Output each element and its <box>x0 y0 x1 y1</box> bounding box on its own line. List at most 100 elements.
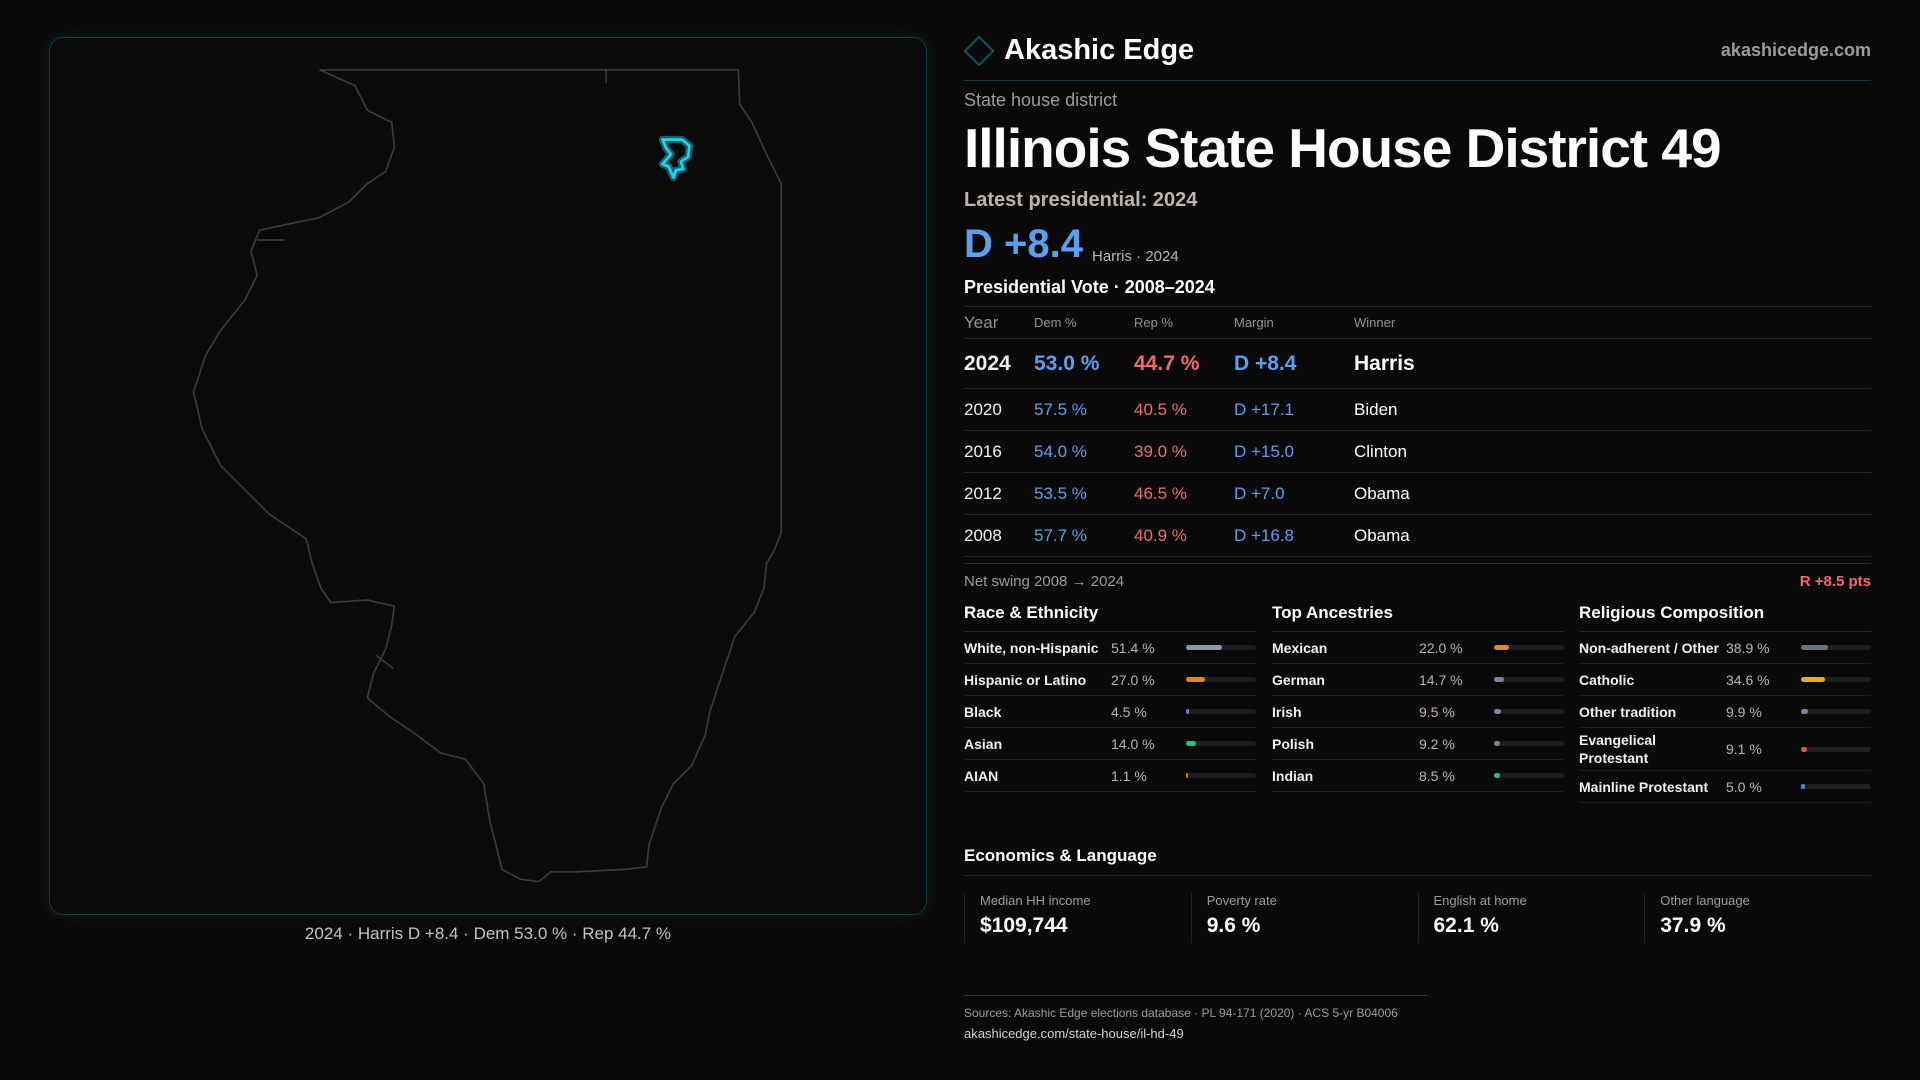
brand[interactable]: Akashic Edge <box>963 34 1194 67</box>
table-row[interactable]: 2016 54.0 % 39.0 % D +15.0 Clinton <box>964 431 1871 473</box>
ancestries-section: Top Ancestries Mexican 22.0 % German 14.7 % I… <box>1272 603 1564 792</box>
list-item: White, non-Hispanic 51.4 % <box>964 632 1256 664</box>
year-cell: 2012 <box>964 483 1002 503</box>
item-label: Polish <box>1272 735 1315 752</box>
sources: Sources: Akashic Edge elections database… <box>964 1006 1398 1020</box>
item-value: 4.5 % <box>1111 703 1147 720</box>
bar-track <box>1801 784 1871 789</box>
list-item: Mainline Protestant 5.0 % <box>1579 771 1871 803</box>
item-value: 14.7 % <box>1419 671 1463 688</box>
divider <box>964 563 1871 564</box>
table-row[interactable]: 2008 57.7 % 40.9 % D +16.8 Obama <box>964 515 1871 557</box>
religion-section: Religious Composition Non-adherent / Othe… <box>1579 603 1871 803</box>
stat-card: Poverty rate 9.6 % <box>1190 893 1418 943</box>
item-value: 9.9 % <box>1726 703 1762 720</box>
list-item: Non-adherent / Other 38.9 % <box>1579 632 1871 664</box>
list-item: AIAN 1.1 % <box>964 760 1256 792</box>
item-label: Mexican <box>1272 639 1328 656</box>
item-value: 38.9 % <box>1726 639 1770 656</box>
page-title: Illinois State House District 49 <box>964 117 1722 179</box>
table-row[interactable]: 2012 53.5 % 46.5 % D +7.0 Obama <box>964 473 1871 515</box>
item-label: Catholic <box>1579 671 1635 688</box>
stat-label: Other language <box>1660 893 1750 908</box>
column-header: Winner <box>1354 315 1396 330</box>
net-swing-value: R +8.5 pts <box>1799 573 1871 590</box>
rep-pct-cell: 39.0 % <box>1134 441 1187 461</box>
stat-card: English at home 62.1 % <box>1417 893 1645 943</box>
bar-fill <box>1801 784 1805 789</box>
stat-label: English at home <box>1433 893 1527 908</box>
list-item: Other tradition 9.9 % <box>1579 696 1871 728</box>
margin-cell: D +8.4 <box>1234 351 1297 375</box>
year-cell: 2008 <box>964 525 1002 545</box>
dem-pct-cell: 53.5 % <box>1034 483 1087 503</box>
bar-fill <box>1494 709 1501 714</box>
dem-pct-cell: 57.7 % <box>1034 525 1087 545</box>
dem-pct-cell: 53.0 % <box>1034 351 1100 375</box>
item-value: 22.0 % <box>1419 639 1463 656</box>
margin-cell: D +17.1 <box>1234 399 1295 419</box>
item-value: 14.0 % <box>1111 735 1155 752</box>
table-row[interactable]: 2020 57.5 % 40.5 % D +17.1 Biden <box>964 389 1871 431</box>
divider <box>964 80 1871 81</box>
winner-cell: Obama <box>1354 525 1410 545</box>
list-item: Polish 9.2 % <box>1272 728 1564 760</box>
bar-track <box>1801 746 1871 752</box>
item-label: Other tradition <box>1579 703 1677 720</box>
item-label: German <box>1272 671 1325 688</box>
section-title: Race & Ethnicity <box>964 603 1256 632</box>
column-header: Margin <box>1234 315 1274 330</box>
item-label: Evangelical Protestant <box>1579 732 1657 766</box>
bar-track <box>1186 773 1256 778</box>
bar-track <box>1494 645 1564 650</box>
race-ethnicity-section: Race & Ethnicity White, non-Hispanic 51.4 … <box>964 603 1256 792</box>
column-header: Year <box>964 312 999 332</box>
stat-card: Median HH income $109,744 <box>964 893 1191 943</box>
margin-cell: D +7.0 <box>1234 483 1285 503</box>
item-label: White, non-Hispanic <box>964 639 1099 656</box>
economics-cards: Median HH income $109,744 Poverty rate 9.6 … <box>964 893 1871 943</box>
margin-cell: D +16.8 <box>1234 525 1295 545</box>
list-item: Evangelical Protestant 9.1 % <box>1579 728 1871 771</box>
bar-track <box>1494 677 1564 682</box>
stat-label: Median HH income <box>980 893 1091 908</box>
list-item: Irish 9.5 % <box>1272 696 1564 728</box>
item-label: Irish <box>1272 703 1302 720</box>
bar-fill <box>1801 645 1829 650</box>
bar-track <box>1494 741 1564 746</box>
table-header-row: Year Dem % Rep % Margin Winner <box>964 307 1871 339</box>
stat-label: Poverty rate <box>1206 893 1277 908</box>
bar-fill <box>1186 709 1190 714</box>
net-swing-label: Net swing 2008 → 2024 <box>964 573 1125 590</box>
item-label: Hispanic or Latino <box>964 671 1087 688</box>
item-label: Indian <box>1272 767 1314 784</box>
table-row[interactable]: 2024 53.0 % 44.7 % D +8.4 Harris <box>964 339 1871 389</box>
column-header: Dem % <box>1034 315 1077 330</box>
page-url[interactable]: akashicedge.com/state-house/il-hd-49 <box>964 1026 1184 1041</box>
headline-sub: Harris · 2024 <box>1092 248 1179 265</box>
rep-pct-cell: 44.7 % <box>1134 351 1200 375</box>
list-item: German 14.7 % <box>1272 664 1564 696</box>
map-caption: 2024 · Harris D +8.4 · Dem 53.0 % · Rep … <box>304 924 672 943</box>
list-item: Mexican 22.0 % <box>1272 632 1564 664</box>
list-item: Hispanic or Latino 27.0 % <box>964 664 1256 696</box>
year-cell: 2024 <box>964 351 1011 375</box>
item-value: 5.0 % <box>1726 778 1762 795</box>
site-link[interactable]: akashicedge.com <box>1720 40 1871 60</box>
bar-fill <box>1801 746 1808 752</box>
bar-fill <box>1494 741 1501 746</box>
item-label: AIAN <box>964 767 999 784</box>
bar-fill <box>1186 677 1205 682</box>
stat-value: 62.1 % <box>1433 914 1499 937</box>
bar-fill <box>1494 645 1510 650</box>
bar-fill <box>1801 709 1808 714</box>
map-panel[interactable] <box>49 37 927 915</box>
bar-fill <box>1186 773 1188 778</box>
bar-track <box>1494 709 1564 714</box>
section-title: Religious Composition <box>1579 603 1871 632</box>
bar-track <box>1801 709 1871 714</box>
item-value: 9.5 % <box>1419 703 1455 720</box>
bar-fill <box>1494 773 1500 778</box>
item-value: 1.1 % <box>1111 767 1147 784</box>
bar-track <box>1186 741 1256 746</box>
